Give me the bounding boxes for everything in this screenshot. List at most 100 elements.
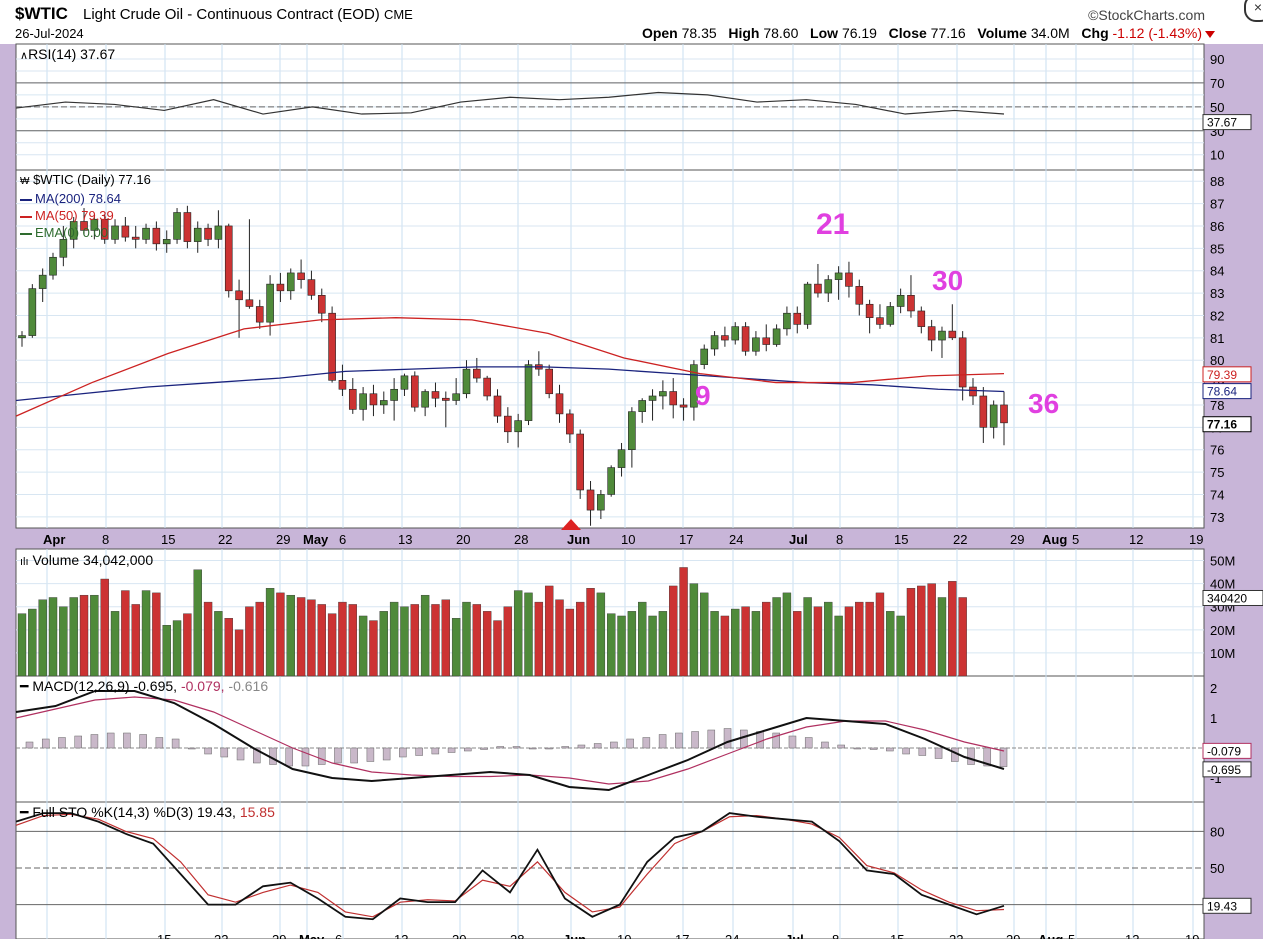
- volume-bar: [90, 594, 99, 677]
- macd-histogram-bar: [253, 747, 261, 764]
- candle: [741, 322, 750, 356]
- macd-histogram-bar: [301, 747, 310, 767]
- sto-swatch: ━: [20, 804, 29, 820]
- open-value: 78.35: [681, 25, 717, 41]
- macd-signal-line: [15, 696, 1005, 785]
- volume-bar: [565, 608, 575, 677]
- candle: [721, 326, 729, 347]
- candle: [307, 270, 316, 300]
- price-tick-label: 81: [1210, 331, 1224, 346]
- candle: [328, 306, 336, 383]
- volume-bar: [689, 583, 699, 677]
- candle: [255, 299, 264, 329]
- price-tick-label: 84: [1210, 264, 1224, 279]
- candle-body: [566, 413, 574, 435]
- candle: [824, 275, 833, 303]
- candle: [524, 360, 533, 426]
- candle: [638, 398, 647, 423]
- candle-body: [442, 397, 450, 401]
- candle-body: [204, 227, 212, 240]
- candle-body: [452, 393, 460, 401]
- bottom-axis-label: 24: [725, 932, 739, 939]
- candle: [772, 324, 781, 347]
- candle: [710, 331, 719, 356]
- bottom-axis-label: 28: [510, 932, 524, 939]
- candle-body: [369, 393, 378, 406]
- candle-body: [597, 494, 605, 511]
- volume-bar: [751, 611, 761, 677]
- sto-tick-label: 80: [1210, 824, 1224, 839]
- candle-body: [845, 272, 853, 287]
- candle-body: [524, 364, 533, 421]
- volume-bar: [338, 601, 347, 677]
- rsi-tick-label: 50: [1210, 100, 1224, 115]
- macd-histogram-bar: [675, 732, 683, 749]
- volume-bar: [762, 601, 771, 677]
- candle: [442, 391, 450, 428]
- volume-bar: [214, 611, 223, 677]
- x-axis-label: Jun: [567, 532, 590, 547]
- macd-histogram-bar: [691, 731, 699, 749]
- volume-bar: [110, 611, 120, 677]
- close-icon[interactable]: ×: [1244, 0, 1263, 22]
- macd-histogram-bar: [334, 747, 342, 764]
- candle-body: [297, 272, 305, 280]
- macd-histogram-bar: [464, 747, 472, 752]
- candle: [359, 387, 367, 421]
- price-tag-ma50-box: [1202, 366, 1252, 383]
- bottom-axis-label: 5: [1068, 932, 1075, 939]
- candle-body: [803, 283, 812, 325]
- macd-histogram-bar: [577, 744, 586, 749]
- candle-body: [545, 368, 553, 395]
- volume-bar: [948, 581, 957, 677]
- bottom-axis-label: 29: [1006, 932, 1020, 939]
- candle: [379, 391, 388, 414]
- chg-label: Chg: [1081, 25, 1109, 41]
- volume-bar: [431, 604, 440, 677]
- x-axis-label: 5: [1072, 532, 1079, 547]
- x-axis-label: 8: [102, 532, 109, 547]
- volume-bar: [534, 601, 544, 677]
- candle: [617, 442, 626, 477]
- x-axis-label: 22: [218, 532, 232, 547]
- volume-bar: [669, 585, 678, 677]
- candle-body: [555, 393, 564, 415]
- x-axis-label: Apr: [43, 532, 65, 547]
- macd-histogram-bar: [90, 734, 99, 749]
- price-tag-close-box: [1202, 416, 1252, 433]
- candle-body: [679, 404, 688, 408]
- candle-body: [193, 227, 202, 242]
- volume-bar: [906, 588, 916, 677]
- candle: [659, 380, 667, 410]
- candle: [111, 219, 119, 244]
- candle-body: [307, 279, 316, 296]
- candle: [690, 360, 698, 421]
- candle: [979, 387, 988, 443]
- candle-body: [710, 335, 719, 350]
- bottom-axis-label: 20: [452, 932, 466, 939]
- symbol: $WTIC: [15, 4, 68, 23]
- macd-histogram-bar: [41, 738, 50, 749]
- volume-bar: [875, 592, 885, 677]
- candle-body: [214, 225, 223, 240]
- x-axis-label: 17: [679, 532, 693, 547]
- candle: [483, 375, 491, 401]
- sto-tag-box: [1202, 897, 1252, 914]
- candle-body: [669, 391, 678, 406]
- candle-body: [731, 326, 740, 341]
- candle: [814, 263, 822, 298]
- candle: [834, 266, 843, 300]
- candle-body: [493, 395, 502, 417]
- macd-label-signal: -0.079,: [177, 678, 225, 694]
- candle-body: [721, 335, 729, 341]
- rsi-value-tag: 37.67: [1207, 116, 1237, 130]
- bottom-axis-label: 12: [1125, 932, 1139, 939]
- rsi-tick-label: 90: [1210, 52, 1224, 67]
- candle-body: [886, 306, 895, 325]
- volume-bar: [203, 601, 213, 677]
- candle-body: [131, 236, 140, 240]
- candle: [607, 465, 616, 497]
- macd-histogram-bar: [236, 747, 245, 761]
- candle-body: [865, 303, 874, 318]
- bottom-axis-label: 10: [617, 932, 631, 939]
